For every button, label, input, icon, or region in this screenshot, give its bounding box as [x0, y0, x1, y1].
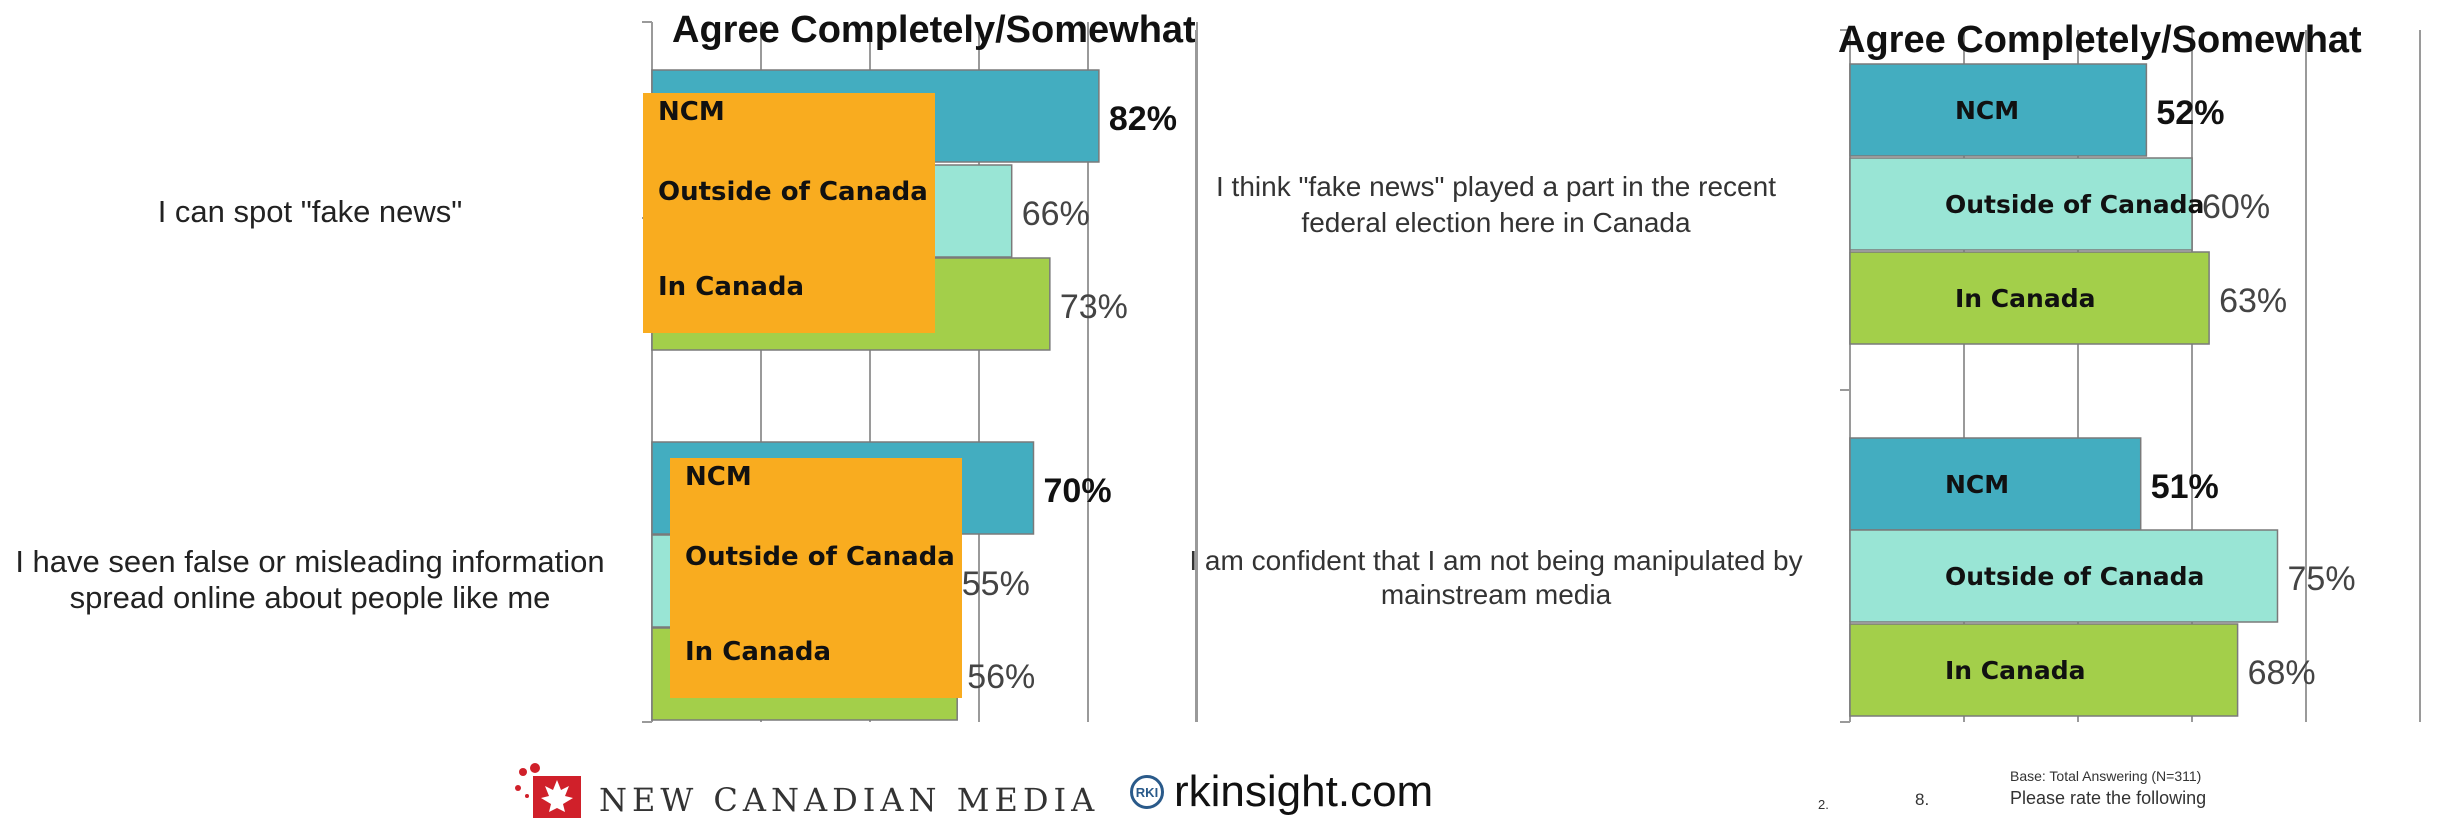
- bar-series-label: In Canada: [1955, 284, 2095, 313]
- bar-ncm: [1849, 437, 2142, 531]
- question-label: I can spot "fake news": [158, 194, 463, 229]
- question-label: I have seen false or misleading informat…: [15, 544, 604, 579]
- data-label: 73%: [1060, 288, 1128, 326]
- bar-series-label: Outside of Canada: [1945, 562, 2204, 591]
- overlay-legend-label: In Canada: [685, 637, 831, 667]
- rki-badge-icon: RKI: [1130, 775, 1164, 809]
- question-label: federal election here in Canada: [1301, 207, 1691, 238]
- maple-leaf-icon: [515, 763, 581, 818]
- legend-overlay-box: [670, 458, 962, 698]
- overlay-legend-label: In Canada: [658, 272, 804, 302]
- bar-series-label: Outside of Canada: [1945, 190, 2204, 219]
- footnote-number-b: 8.: [1915, 790, 1930, 809]
- bar-series-label: NCM: [1955, 96, 2019, 125]
- data-label: 75%: [2288, 560, 2356, 598]
- data-label: 68%: [2248, 654, 2316, 692]
- question-label: I am confident that I am not being manip…: [1189, 545, 1802, 576]
- overlay-legend-label: NCM: [685, 462, 752, 492]
- bar-series-label: NCM: [1945, 470, 2009, 499]
- chart-title: Agree Completely/Somewhat: [1838, 19, 2362, 61]
- data-label: 51%: [2151, 468, 2219, 506]
- base-note: Base: Total Answering (N=311): [2010, 768, 2202, 784]
- bar-outside-of-canada: [1849, 529, 2279, 623]
- data-label: 70%: [1044, 472, 1112, 510]
- legend-overlay-box: [643, 93, 935, 333]
- ncm-logo: NEW CANADIAN MEDIA: [515, 762, 1099, 818]
- data-label: 82%: [1109, 100, 1177, 138]
- question-label: mainstream media: [1381, 579, 1612, 610]
- data-label: 66%: [1022, 195, 1090, 233]
- data-label: 60%: [2202, 188, 2270, 226]
- overlay-legend-label: NCM: [658, 97, 725, 127]
- rki-logo: RKI rkinsight.com: [1130, 770, 1433, 814]
- question-prompt: Please rate the following: [2010, 788, 2207, 808]
- ncm-logo-text: NEW CANADIAN MEDIA: [599, 781, 1100, 819]
- question-label: spread online about people like me: [70, 580, 551, 615]
- data-label: 63%: [2219, 282, 2287, 320]
- question-label: I think "fake news" played a part in the…: [1216, 171, 1776, 202]
- bar-in-canada: [1849, 251, 2210, 345]
- data-label: 55%: [962, 565, 1030, 603]
- bar-outside-of-canada: [1849, 157, 2193, 251]
- bar-ncm: [1849, 63, 2148, 157]
- data-label: 52%: [2156, 94, 2224, 132]
- overlay-legend-label: Outside of Canada: [685, 542, 955, 572]
- bar-series-label: In Canada: [1945, 656, 2085, 685]
- rki-logo-text: rkinsight.com: [1174, 767, 1434, 816]
- bar-in-canada: [1849, 623, 2239, 717]
- data-label: 56%: [967, 658, 1035, 696]
- overlay-legend-label: Outside of Canada: [658, 177, 928, 207]
- footnote-number-a: 2.: [1818, 797, 1829, 812]
- chart-title: Agree Completely/Somewhat: [672, 9, 1196, 51]
